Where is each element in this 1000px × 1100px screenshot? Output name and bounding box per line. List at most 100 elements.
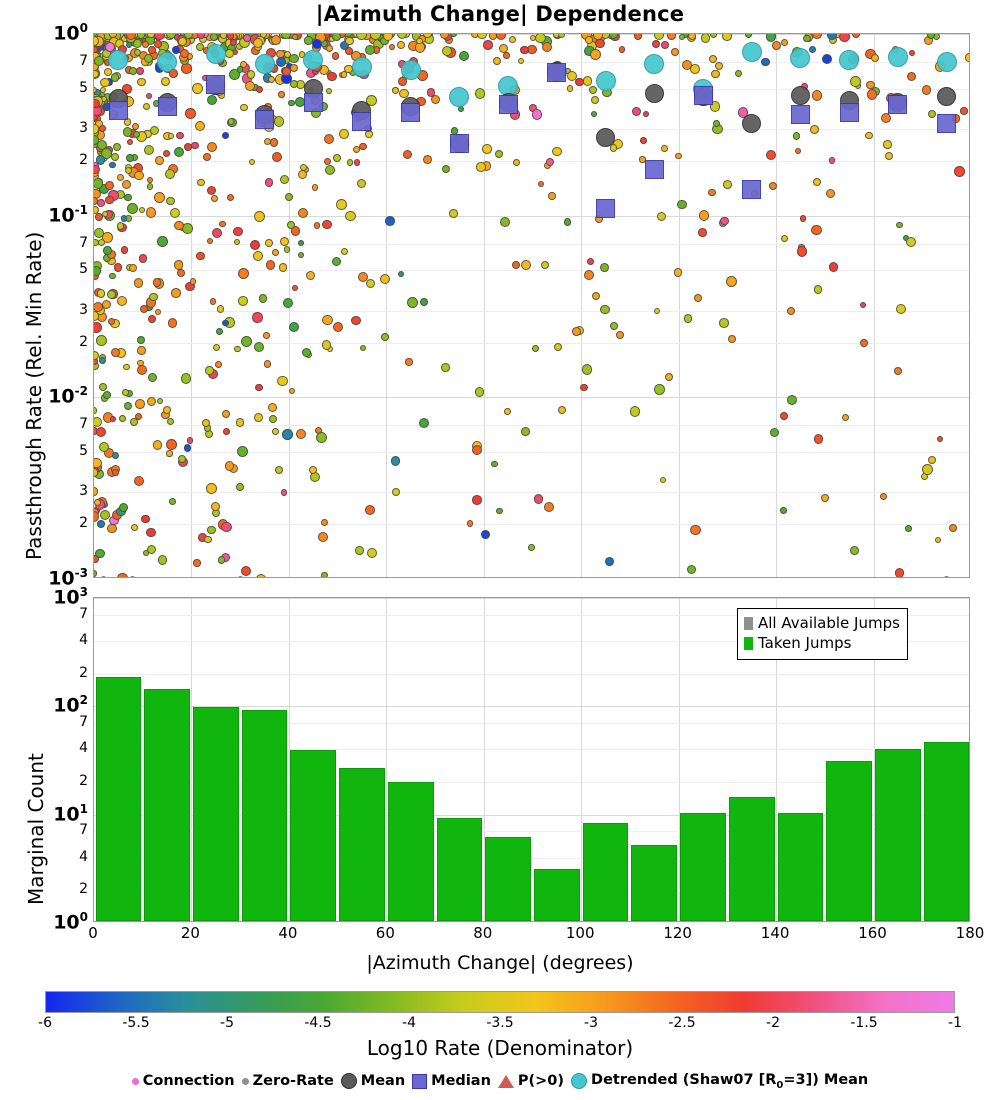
histogram-bar[interactable] (923, 741, 969, 921)
scatter-point (826, 189, 836, 199)
histogram-y-ticklabels: 103 7 4 2 102 7 4 2 101 7 4 2 100 (0, 586, 88, 932)
scatter-point (794, 147, 802, 155)
scatter-point (709, 101, 720, 112)
p-gt0-marker (207, 33, 225, 34)
p-gt0-marker (158, 33, 176, 34)
scatter-point (153, 34, 165, 41)
scatter-point (111, 452, 119, 460)
scatter-point (356, 179, 366, 189)
scatter-point (153, 192, 165, 204)
scatter-point (180, 373, 192, 384)
scatter-point (241, 336, 253, 348)
scatter-point (164, 169, 175, 180)
scatter-point (402, 150, 412, 160)
scatter-point (590, 49, 602, 61)
scatter-point (964, 53, 969, 62)
scatter-point (161, 77, 171, 87)
colorbar-tick: -3.5 (486, 1015, 514, 1031)
scatter-point (228, 68, 240, 80)
scatter-point (125, 34, 136, 41)
p-gt0-marker (353, 33, 371, 34)
histogram-bar[interactable] (192, 706, 239, 921)
histogram-bar[interactable] (728, 796, 775, 921)
histogram-bar[interactable] (436, 817, 483, 921)
scatter-point (355, 34, 367, 40)
histogram-bar[interactable] (290, 749, 337, 921)
scatter-point (921, 85, 932, 95)
scatter-point (551, 146, 562, 157)
legend-item-connection[interactable]: Connection (131, 1073, 235, 1089)
histogram-bar[interactable] (826, 760, 873, 921)
histogram-bar[interactable] (144, 688, 190, 921)
scatter-point (828, 261, 839, 272)
scatter-point (441, 363, 450, 372)
scatter-y-axis-label: Passthrough Rate (Rel. Min Rate) (22, 231, 46, 560)
detrended-mean-marker (351, 56, 372, 77)
scatter-point (355, 546, 364, 555)
legend-item-mean[interactable]: Mean (340, 1073, 405, 1090)
scatter-point (761, 57, 771, 67)
scatter-point (101, 232, 113, 243)
scatter-point (423, 154, 432, 164)
scatter-point (543, 502, 554, 513)
gridline-minor (94, 782, 969, 784)
scatter-point (309, 465, 318, 474)
scatter-point (392, 87, 400, 95)
histogram-bar[interactable] (582, 823, 629, 921)
scatter-point (133, 475, 145, 487)
scatter-point (137, 336, 145, 344)
scatter-point (263, 332, 270, 339)
histogram-bar[interactable] (777, 812, 824, 921)
scatter-point (365, 505, 376, 516)
scatter-point (255, 85, 264, 93)
histogram-bar[interactable] (339, 767, 385, 921)
histogram-bar[interactable] (485, 836, 531, 921)
legend-item-all-available-jumps[interactable]: All Available Jumps (744, 613, 900, 633)
scatter-point (194, 121, 206, 132)
legend-item-p-gt0[interactable]: P(>0) (497, 1073, 564, 1089)
legend-item-median[interactable]: Median (412, 1073, 491, 1089)
scatter-point (269, 415, 278, 423)
scatter-point (419, 297, 429, 307)
scatter-point (365, 44, 376, 55)
scatter-point (780, 38, 788, 47)
legend-item-taken-jumps[interactable]: Taken Jumps (744, 633, 900, 653)
y-tick-label-minor: 5 (79, 79, 88, 96)
scatter-point (792, 132, 801, 140)
histogram-bar[interactable] (631, 845, 678, 921)
colorbar[interactable] (45, 991, 955, 1013)
histogram-bar[interactable] (680, 812, 726, 921)
histogram-bar[interactable] (241, 710, 288, 921)
scatter-point (282, 298, 293, 309)
scatter-axes[interactable] (93, 33, 970, 578)
scatter-point (542, 41, 553, 52)
legend-item-detrended[interactable]: Detrended (Shaw07 [R0=3]) Mean (571, 1072, 868, 1091)
scatter-point (212, 344, 220, 352)
scatter-point (532, 345, 540, 352)
histogram-bar[interactable] (875, 748, 921, 921)
scatter-point (585, 36, 593, 44)
scatter-point (149, 292, 158, 302)
histogram-legend[interactable]: All Available Jumps Taken Jumps (737, 608, 908, 660)
histogram-bar[interactable] (387, 782, 434, 921)
scatter-point (529, 34, 536, 42)
gridline-minor (94, 857, 969, 859)
scatter-point (179, 48, 190, 58)
x-tick-label: 180 (955, 924, 985, 942)
scatter-point (722, 34, 733, 41)
scatter-point (132, 38, 142, 49)
histogram-bar[interactable] (534, 869, 580, 921)
scatter-point (167, 132, 175, 139)
scatter-point (141, 515, 150, 524)
y-tick-label: 100 (53, 21, 88, 45)
legend-item-zero-rate[interactable]: Zero-Rate (241, 1073, 334, 1089)
scatter-point (332, 34, 342, 41)
scatter-point (905, 236, 916, 247)
scatter-point (100, 77, 110, 88)
scatter-point (211, 227, 223, 239)
gridline-vertical (386, 34, 388, 577)
scatter-point (397, 270, 405, 278)
scatter-point (661, 145, 668, 152)
scatter-point (119, 502, 129, 512)
histogram-bar[interactable] (95, 676, 142, 921)
